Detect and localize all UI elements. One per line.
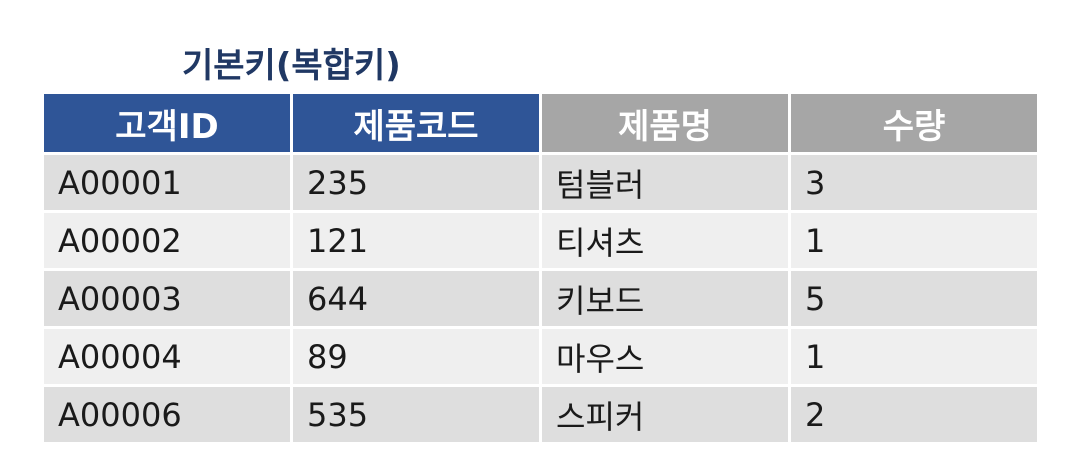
cell-quantity: 2 [788,384,1040,445]
table-row: A00003 644 키보드 5 [41,268,1040,329]
cell-customer-id: A00004 [41,326,293,387]
cell-product-code: 235 [290,152,542,213]
composite-key-table: 고객ID 제품코드 제품명 수량 A00001 235 텀블러 3 A00002… [41,91,1040,445]
table-row: A00002 121 티셔츠 1 [41,210,1040,271]
cell-quantity: 1 [788,210,1040,271]
cell-quantity: 3 [788,152,1040,213]
cell-product-code: 121 [290,210,542,271]
header-row: 고객ID 제품코드 제품명 수량 [41,91,1040,155]
table-title: 기본키(복합키) [182,46,401,86]
table-row: A00004 89 마우스 1 [41,326,1040,387]
cell-product-code: 89 [290,326,542,387]
cell-customer-id: A00003 [41,268,293,329]
table-row: A00006 535 스피커 2 [41,384,1040,445]
cell-product-code: 535 [290,384,542,445]
cell-product-name: 스피커 [539,384,791,445]
cell-quantity: 1 [788,326,1040,387]
cell-product-name: 마우스 [539,326,791,387]
cell-quantity: 5 [788,268,1040,329]
header-customer-id: 고객ID [41,91,293,155]
cell-customer-id: A00002 [41,210,293,271]
cell-product-name: 키보드 [539,268,791,329]
cell-customer-id: A00006 [41,384,293,445]
header-product-code: 제품코드 [290,91,542,155]
cell-product-name: 텀블러 [539,152,791,213]
cell-product-code: 644 [290,268,542,329]
cell-customer-id: A00001 [41,152,293,213]
cell-product-name: 티셔츠 [539,210,791,271]
header-quantity: 수량 [788,91,1040,155]
table-row: A00001 235 텀블러 3 [41,152,1040,213]
header-product-name: 제품명 [539,91,791,155]
